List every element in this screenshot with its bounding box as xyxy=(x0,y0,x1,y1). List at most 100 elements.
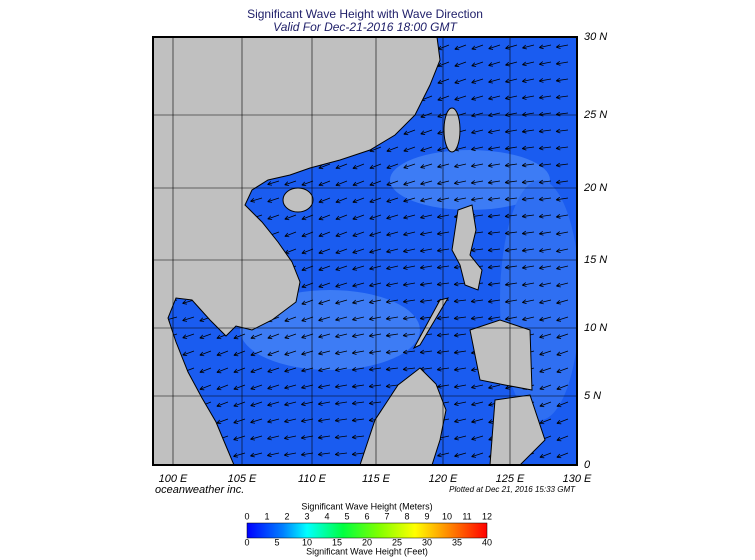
wave-arrow xyxy=(233,384,246,391)
wave-arrow xyxy=(318,333,331,339)
wave-arrow xyxy=(454,180,467,185)
wave-arrow xyxy=(335,248,348,255)
wave-arrow xyxy=(504,162,518,168)
wave-arrow xyxy=(317,401,331,406)
wave-arrow xyxy=(385,299,399,304)
wave-arrow xyxy=(334,400,348,406)
wave-arrow xyxy=(488,78,501,84)
wave-arrow xyxy=(351,434,365,440)
wave-arrow xyxy=(335,197,348,204)
longitude-label: 115 E xyxy=(362,473,391,485)
mindanao xyxy=(469,319,533,391)
wave-arrow xyxy=(453,298,467,304)
colorbar-title: Significant Wave Height (Meters) xyxy=(301,501,432,511)
wave-arrow xyxy=(555,214,569,219)
wave-arrow xyxy=(538,179,552,185)
wave-arrow xyxy=(385,316,399,321)
wave-arrow xyxy=(300,418,314,423)
wave-arrow xyxy=(369,231,382,237)
wave-arrow xyxy=(335,316,348,322)
wave-arrow xyxy=(317,418,331,423)
wave-arrow xyxy=(538,145,552,151)
wave-arrow xyxy=(504,230,518,236)
wave-arrow xyxy=(385,366,399,372)
wave-arrow xyxy=(318,231,331,238)
wave-arrow xyxy=(301,214,314,221)
wave-arrow xyxy=(250,197,263,203)
latitude-label: 15 N xyxy=(584,254,607,266)
wave-arrow xyxy=(471,78,484,84)
wave-arrow xyxy=(403,214,416,220)
wave-arrow xyxy=(522,78,535,83)
wave-arrow xyxy=(471,112,484,118)
meter-label: 9 xyxy=(424,511,429,521)
mainland xyxy=(153,37,441,465)
wave-arrow xyxy=(505,95,518,101)
wave-arrow xyxy=(267,333,280,340)
wave-arrow xyxy=(334,384,348,389)
wave-arrow xyxy=(488,61,501,67)
wave-arrow xyxy=(233,452,246,458)
wave-arrow xyxy=(454,61,467,68)
wave-arrow xyxy=(369,248,382,254)
wave-arrow xyxy=(335,163,348,170)
feet-label: 35 xyxy=(452,537,462,547)
wave-arrow xyxy=(556,418,569,425)
graticule xyxy=(153,37,577,465)
wave-arrow xyxy=(301,384,314,390)
wave-arrow xyxy=(471,44,484,51)
land xyxy=(153,37,546,465)
wave-arrow xyxy=(233,367,246,374)
wave-arrow xyxy=(488,129,501,134)
wave-arrow xyxy=(539,282,552,288)
wave-arrow xyxy=(488,384,501,390)
wave-arrow xyxy=(386,197,399,203)
wave-arrow xyxy=(301,180,314,187)
wave-arrow xyxy=(522,61,535,67)
wave-arrow xyxy=(538,78,552,83)
wave-arrow xyxy=(351,400,365,406)
wave-arrow xyxy=(454,163,467,169)
wave-arrow xyxy=(471,146,484,152)
wave-arrow xyxy=(216,350,229,357)
wave-arrow xyxy=(334,434,348,440)
wave-arrow xyxy=(538,196,552,202)
wave-arrow xyxy=(301,282,314,289)
meter-label: 5 xyxy=(344,511,349,521)
wave-arrow xyxy=(504,179,518,185)
wave-arrow xyxy=(556,367,569,374)
wave-arrow xyxy=(521,162,535,168)
wave-arrow xyxy=(539,418,552,425)
wave-arrow xyxy=(182,333,195,339)
wave-arrow xyxy=(402,349,416,355)
wave-arrow xyxy=(301,231,314,238)
wave-arrow xyxy=(538,128,552,134)
wave-arrow xyxy=(284,435,297,440)
wave-arrow xyxy=(318,265,331,272)
map xyxy=(153,37,577,465)
wave-arrow xyxy=(386,231,399,237)
wave-arrow xyxy=(318,316,331,322)
wave-arrow xyxy=(368,400,382,406)
wave-arrow xyxy=(505,44,518,50)
wave-arrow xyxy=(538,162,552,168)
wave-arrow xyxy=(454,418,467,424)
wave-arrow xyxy=(233,435,246,441)
wave-arrow xyxy=(454,401,467,407)
wave-arrow xyxy=(385,349,399,355)
wave-arrow xyxy=(334,417,348,423)
latitude-label: 0 xyxy=(584,459,591,471)
wave-arrow xyxy=(504,213,518,219)
wave-arrow xyxy=(386,214,399,220)
wave-arrow xyxy=(487,298,501,304)
wave-arrow xyxy=(538,94,552,100)
wave-arrow xyxy=(318,367,331,373)
wave-arrow xyxy=(487,247,501,253)
longitude-label: 105 E xyxy=(228,473,257,485)
wave-arrow xyxy=(402,298,416,304)
longitude-label: 110 E xyxy=(298,473,327,485)
wave-arrow xyxy=(352,299,365,305)
wave-arrow xyxy=(351,367,365,372)
wave-arrow xyxy=(504,145,518,151)
wave-arrow xyxy=(471,435,484,441)
